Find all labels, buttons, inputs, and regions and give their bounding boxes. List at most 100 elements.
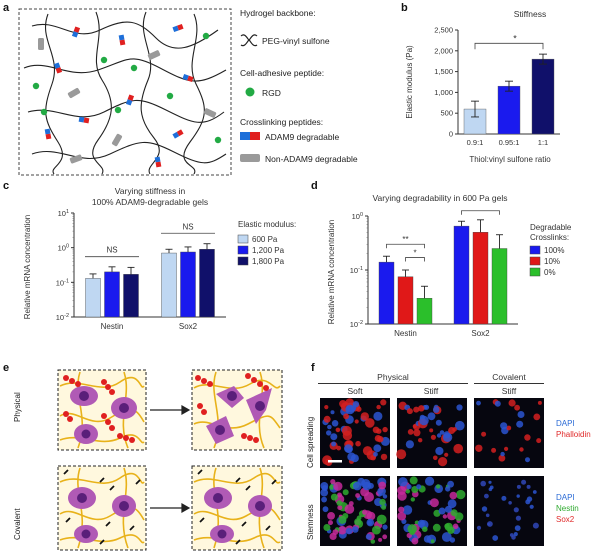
micrograph-cell	[418, 438, 423, 443]
micrograph-cell	[416, 484, 422, 490]
micrograph-cell	[508, 501, 512, 505]
micrograph-cell	[372, 426, 380, 434]
micrograph-cell	[438, 507, 446, 515]
micrograph-cell	[532, 490, 537, 494]
micrograph-cell	[491, 447, 497, 453]
chart-d-bar	[416, 298, 433, 325]
chart-d-legend-swatch	[529, 245, 541, 255]
micrograph-cell	[436, 433, 442, 438]
micrograph-cell	[456, 489, 466, 500]
chart-b-xtick-label: 1:1	[538, 138, 548, 147]
micrograph-cell	[326, 430, 332, 436]
rgd-peptides	[32, 32, 222, 144]
panel-letter-e: e	[3, 362, 10, 374]
micrograph-cell	[336, 500, 343, 506]
chart-c-ylabel: Relative mRNA concentration	[23, 215, 32, 320]
chart-c-varying-stiffness: Relative mRNA concentration 10-2 10-1 100 1…	[23, 209, 296, 331]
micrograph-cell	[445, 486, 451, 492]
micrograph-cell	[429, 428, 434, 433]
micrograph-cell	[407, 524, 417, 534]
micrograph-cell	[355, 493, 360, 498]
panel-f-col3: Stiff	[501, 386, 517, 396]
chart-d-bar	[491, 248, 508, 325]
chart-d-sig-bracket	[461, 210, 500, 215]
chart-d-legend-title-line2: Crosslinks:	[530, 233, 569, 242]
chart-b-bar	[497, 85, 521, 135]
micrograph-cell	[402, 505, 413, 515]
rgd-dot-icon	[245, 87, 255, 97]
micrograph-cell	[376, 404, 381, 410]
backbone-heading: Hydrogel backbone:	[240, 8, 316, 18]
chart-b-bar	[531, 58, 555, 135]
micrograph-cell	[337, 492, 342, 498]
micrograph-cell	[382, 426, 388, 433]
chart-b-stiffness: Elastic modulus (Pa) Thiol:vinyl sulfone…	[405, 26, 560, 164]
chart-d-xtick-label: Nestin	[394, 329, 417, 338]
micrograph-cell	[504, 446, 509, 451]
microscopy-grid	[320, 398, 544, 546]
panel-letter-f: f	[311, 362, 315, 374]
micrograph-cell	[409, 476, 418, 485]
chart-b-ytick-label: 2,500	[434, 26, 453, 35]
crosslink-item1: ADAM9 degradable	[265, 132, 340, 142]
chart-d-ytick-label: 10-2	[350, 320, 363, 329]
micrograph-cell	[519, 447, 524, 452]
micrograph-cell	[405, 489, 410, 494]
micrograph-cell	[453, 443, 463, 454]
micrograph-cell	[501, 495, 507, 501]
chart-c-bar	[180, 251, 196, 318]
micrograph-cell	[500, 451, 505, 457]
micrograph-cell	[398, 506, 405, 513]
panel-f-group2: Covalent	[492, 372, 526, 382]
micrograph-cell	[372, 525, 381, 535]
micrograph-cell	[447, 526, 455, 534]
micrograph-cell	[382, 534, 388, 540]
chart-d-bar	[378, 261, 395, 325]
scale-bar	[328, 460, 342, 463]
arrow-physical	[150, 404, 191, 416]
micrograph-cell	[377, 487, 386, 496]
chart-c-xtick-label: Nestin	[101, 322, 124, 331]
panel-f-group1-line	[318, 383, 468, 384]
chart-d-sig-bracket	[405, 257, 425, 262]
panel-letter-b: b	[401, 2, 408, 14]
crosslink-heading: Crosslinking peptides:	[240, 117, 324, 127]
micrograph-cell	[475, 444, 483, 452]
micrograph-cell	[418, 405, 425, 412]
chart-d-legend-swatch	[529, 256, 541, 266]
micrograph-cell	[422, 526, 428, 532]
micrograph-cell	[432, 523, 441, 532]
panel-f-legend2: DAPI Nestin Sox2	[556, 492, 579, 525]
micrograph-cell	[344, 444, 353, 453]
chart-d-ytick-label: 100	[352, 212, 363, 221]
chart-c-bar	[161, 252, 177, 318]
micrograph-cell	[339, 400, 347, 408]
chart-b-xlabel: Thiol:vinyl sulfone ratio	[469, 155, 551, 164]
chart-d-legend-swatch	[529, 267, 541, 277]
micrograph-cell	[338, 515, 347, 524]
chart-c-sig-label: NS	[106, 246, 117, 255]
micrograph-cell	[423, 535, 432, 543]
legend2-dapi: DAPI	[556, 493, 575, 502]
micrograph-cell	[362, 446, 373, 456]
micrograph-cell	[449, 491, 458, 500]
micrograph-cell	[526, 484, 531, 489]
micrograph-cell	[323, 524, 331, 531]
micrograph-cell	[456, 404, 463, 411]
chart-d-legend-label: 0%	[544, 268, 556, 277]
chart-d-varying-degradability: Relative mRNA concentration 10-2 10-1 100 N…	[327, 208, 572, 338]
micrograph-cell	[330, 493, 338, 501]
micrograph-cell	[533, 413, 541, 421]
micrograph-cell	[360, 412, 369, 421]
crosslink-item2: Non-ADAM9 degradable	[265, 154, 358, 164]
micrograph-cell	[345, 404, 355, 415]
chart-c-bar	[85, 278, 101, 318]
micrograph-cell	[335, 427, 341, 433]
micrograph-cell	[396, 449, 407, 460]
chart-b-ytick-label: 1,000	[434, 88, 453, 97]
micrograph-cell	[380, 399, 387, 406]
micrograph-cell	[441, 532, 452, 542]
micrograph-cell	[430, 434, 436, 440]
micrograph-cell	[352, 526, 359, 533]
micrograph-cell	[516, 420, 524, 428]
